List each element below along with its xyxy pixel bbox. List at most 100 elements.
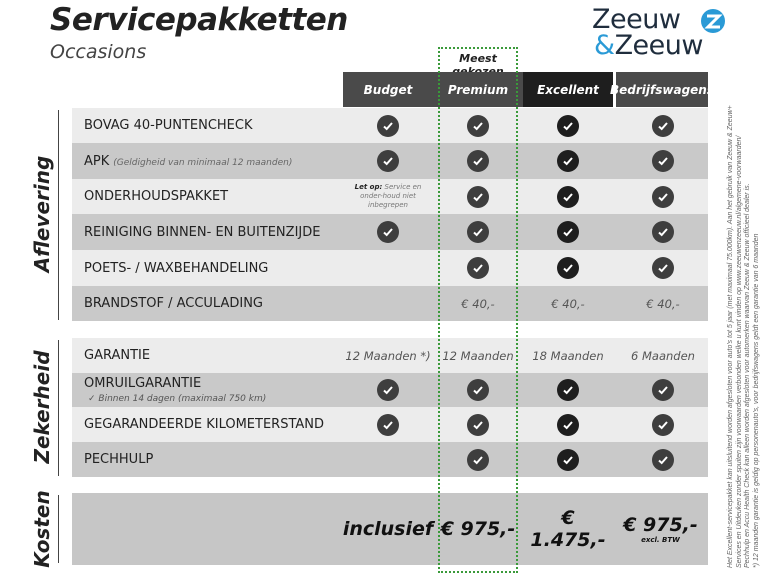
- check-icon: [377, 221, 399, 243]
- table-row: APK (Geldigheid van minimaal 12 maanden): [72, 143, 708, 179]
- check-icon: [652, 413, 674, 436]
- cell-excellent: 18 Maanden: [532, 348, 604, 363]
- cell-budget: [343, 413, 433, 436]
- check-icon: [467, 221, 489, 243]
- check-icon: [557, 150, 579, 172]
- warning-label: Let op:: [354, 183, 383, 191]
- section-divider: [58, 495, 59, 563]
- price-premium: € 975,-: [433, 518, 523, 540]
- cost-row: inclusief € 975,- € 1.475,- € 975,- excl. BT…: [72, 493, 708, 565]
- cell-premium: 12 Maanden: [442, 348, 514, 363]
- cell-bedrijfswagens: [613, 379, 708, 401]
- check-icon: [377, 379, 399, 401]
- row-label-text: GEGARANDEERDE KILOMETERSTAND: [84, 417, 325, 432]
- row-label: APK (Geldigheid van minimaal 12 maanden): [72, 154, 343, 169]
- table-row: REINIGING BINNEN- EN BUITENZIJDE: [72, 214, 708, 250]
- row-label: REINIGING BINNEN- EN BUITENZIJDE: [72, 225, 343, 240]
- row-label: BRANDSTOF / ACCULADING: [72, 296, 343, 311]
- check-icon: [467, 379, 489, 401]
- row-label: POETS- / WAXBEHANDELING: [72, 261, 343, 276]
- cell-excellent: [523, 185, 613, 208]
- column-header-bedrijfswagens: Bedrijfswagens: [610, 72, 714, 107]
- cell-premium: [433, 413, 523, 436]
- cell-premium: [433, 185, 523, 208]
- cell-excellent: [523, 413, 613, 436]
- check-icon: [652, 379, 674, 401]
- row-sub-note: ✓ Binnen 14 dagen (maximaal 750 km): [88, 394, 267, 404]
- cell-budget: [343, 379, 433, 401]
- price-note: excl. BTW: [641, 536, 680, 544]
- cell-premium: [433, 379, 523, 401]
- cell-premium: [433, 114, 523, 137]
- price-value: € 1.475,-: [530, 507, 606, 551]
- price-budget: inclusief: [343, 518, 433, 540]
- check-icon: [557, 413, 579, 436]
- cell-bedrijfswagens: [613, 221, 708, 243]
- row-note: (Geldigheid van minimaal 12 maanden): [113, 157, 293, 168]
- cell-premium: [433, 150, 523, 172]
- check-icon: [652, 448, 674, 471]
- row-label-text: BOVAG 40-PUNTENCHECK: [84, 118, 253, 133]
- cell-budget: Let op: Service en onder-houd niet inbeg…: [343, 183, 433, 210]
- check-icon: [467, 257, 489, 279]
- section-label-aflevering: Aflevering: [30, 155, 54, 273]
- cell-bedrijfswagens: € 40,-: [646, 296, 680, 311]
- check-icon: [557, 448, 579, 471]
- cell-excellent: [523, 150, 613, 172]
- price-wrap: inclusief: [343, 518, 433, 540]
- cell-excellent: [523, 448, 613, 471]
- check-icon: [652, 185, 674, 208]
- row-label: BOVAG 40-PUNTENCHECK: [72, 118, 343, 133]
- table-row: POETS- / WAXBEHANDELING: [72, 250, 708, 286]
- cell-excellent: € 40,-: [551, 296, 585, 311]
- check-icon: [652, 150, 674, 172]
- check-icon: [467, 413, 489, 436]
- table-row: BOVAG 40-PUNTENCHECK: [72, 108, 708, 143]
- cell-bedrijfswagens: [613, 185, 708, 208]
- row-label-text: APK: [84, 153, 110, 169]
- cell-excellent: [523, 257, 613, 279]
- cell-premium: [433, 448, 523, 471]
- row-label-text: REINIGING BINNEN- EN BUITENZIJDE: [84, 224, 321, 240]
- footnote-line: Pechhulp en Accu Health Check kan alleen…: [744, 183, 751, 568]
- check-icon: [557, 257, 579, 279]
- section-label-kosten: Kosten: [30, 490, 54, 568]
- table-row: BRANDSTOF / ACCULADING € 40,- € 40,- € 40,-: [72, 286, 708, 321]
- row-label-text: BRANDSTOF / ACCULADING: [84, 296, 264, 311]
- row-label-text: GARANTIE: [84, 348, 151, 363]
- price-bedrijfswagens: € 975,- excl. BTW: [613, 514, 708, 544]
- check-icon: [467, 448, 489, 471]
- table-row: GEGARANDEERDE KILOMETERSTAND: [72, 407, 708, 442]
- row-label: ONDERHOUDSPAKKET: [72, 189, 343, 204]
- cell-budget: [343, 221, 433, 243]
- table-row: PECHHULP: [72, 442, 708, 477]
- warning-note: Let op: Service en onder-houd niet inbeg…: [343, 183, 433, 210]
- check-icon: [557, 221, 579, 243]
- check-icon: [652, 114, 674, 137]
- price-wrap: € 1.475,-: [523, 507, 613, 551]
- cell-bedrijfswagens: [613, 114, 708, 137]
- check-icon: [377, 150, 399, 172]
- row-label-text: PECHHULP: [84, 452, 154, 467]
- column-header-budget: Budget: [343, 72, 433, 107]
- row-label: GARANTIE: [72, 348, 343, 363]
- row-label-text: POETS- / WAXBEHANDELING: [84, 260, 269, 276]
- table-row: GARANTIE 12 Maanden *) 12 Maanden 18 Maande…: [72, 338, 708, 373]
- cell-excellent: [523, 114, 613, 137]
- price-value: € 975,-: [440, 518, 516, 540]
- cell-bedrijfswagens: [613, 150, 708, 172]
- logo-z-icon: [701, 9, 725, 33]
- check-icon: [467, 150, 489, 172]
- cell-premium: [433, 257, 523, 279]
- check-icon: [467, 185, 489, 208]
- page-subtitle: Occasions: [50, 41, 147, 63]
- price-wrap: € 975,- excl. BTW: [623, 514, 698, 544]
- zeeuw-logo: Zeeuw &Zeeuw: [592, 4, 725, 62]
- cell-bedrijfswagens: 6 Maanden: [631, 348, 695, 363]
- price-wrap: € 975,-: [441, 518, 516, 540]
- section-divider: [58, 110, 59, 320]
- check-icon: [377, 413, 399, 436]
- cell-excellent: [523, 221, 613, 243]
- check-icon: [467, 114, 489, 137]
- footnote-line: Het Excellent-servicepakket kan uitsluit…: [727, 105, 734, 568]
